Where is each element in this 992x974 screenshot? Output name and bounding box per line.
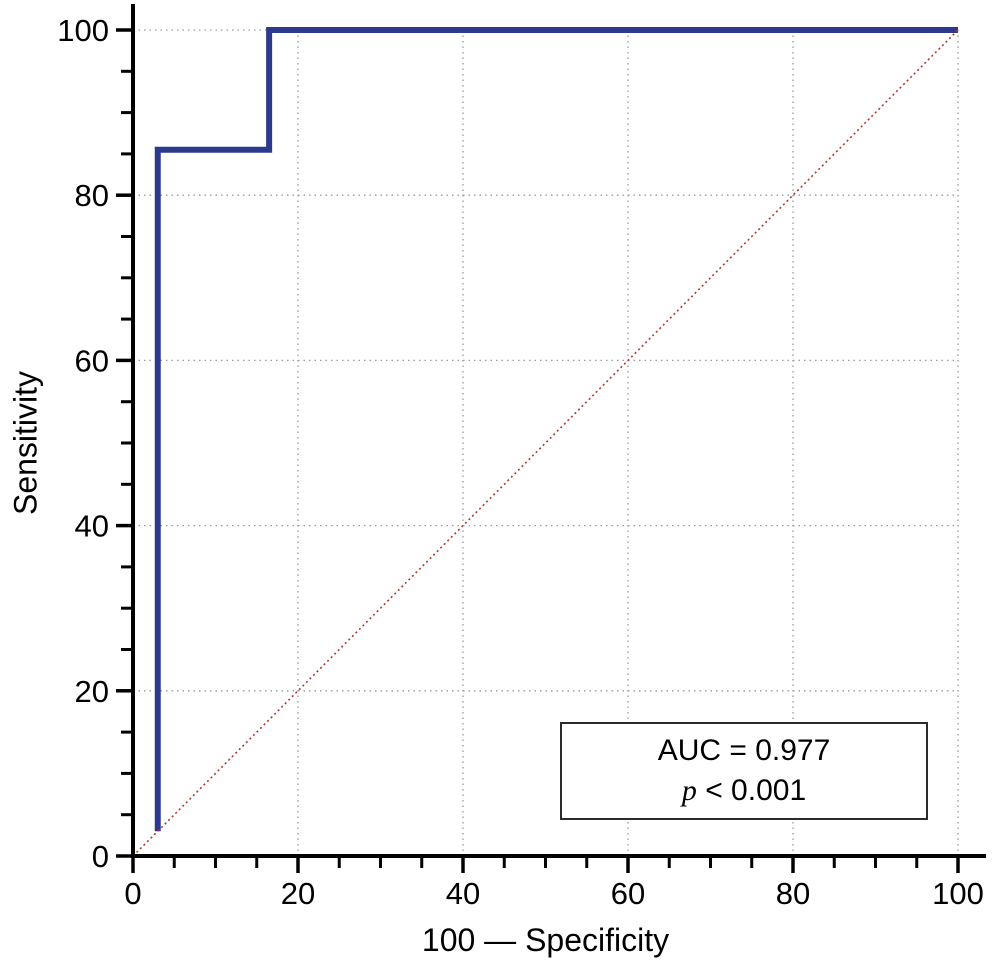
y-axis-title: Sensitivity [7, 370, 44, 516]
x-tick-label: 100 [932, 876, 984, 911]
x-tick-label: 60 [611, 876, 645, 911]
y-tick-label: 20 [75, 674, 109, 709]
p-symbol: p [681, 774, 697, 807]
y-tick-label: 60 [75, 343, 109, 378]
series-group [132, 27, 959, 857]
tick-labels: 0 20 40 60 80 100 0 20 40 60 80 100 [57, 13, 984, 911]
x-axis-title: 100 — Specificity [421, 922, 670, 958]
y-tick-label: 0 [92, 839, 109, 874]
x-tick-label: 80 [776, 876, 810, 911]
auc-annotation-box: AUC = 0.977 p < 0.001 [560, 722, 928, 820]
x-tick-label: 0 [124, 876, 141, 911]
roc-curve [154, 27, 958, 832]
x-tick-label: 40 [446, 876, 480, 911]
auc-value-text: AUC = 0.977 [657, 733, 831, 767]
axis-ticks [116, 28, 960, 873]
p-value-rest: < 0.001 [696, 774, 807, 807]
p-value-text: p < 0.001 [682, 774, 806, 809]
y-tick-label: 80 [75, 178, 109, 213]
y-tick-label: 100 [57, 13, 109, 48]
x-tick-label: 20 [281, 876, 315, 911]
y-tick-label: 40 [75, 509, 109, 544]
axes [131, 4, 986, 858]
